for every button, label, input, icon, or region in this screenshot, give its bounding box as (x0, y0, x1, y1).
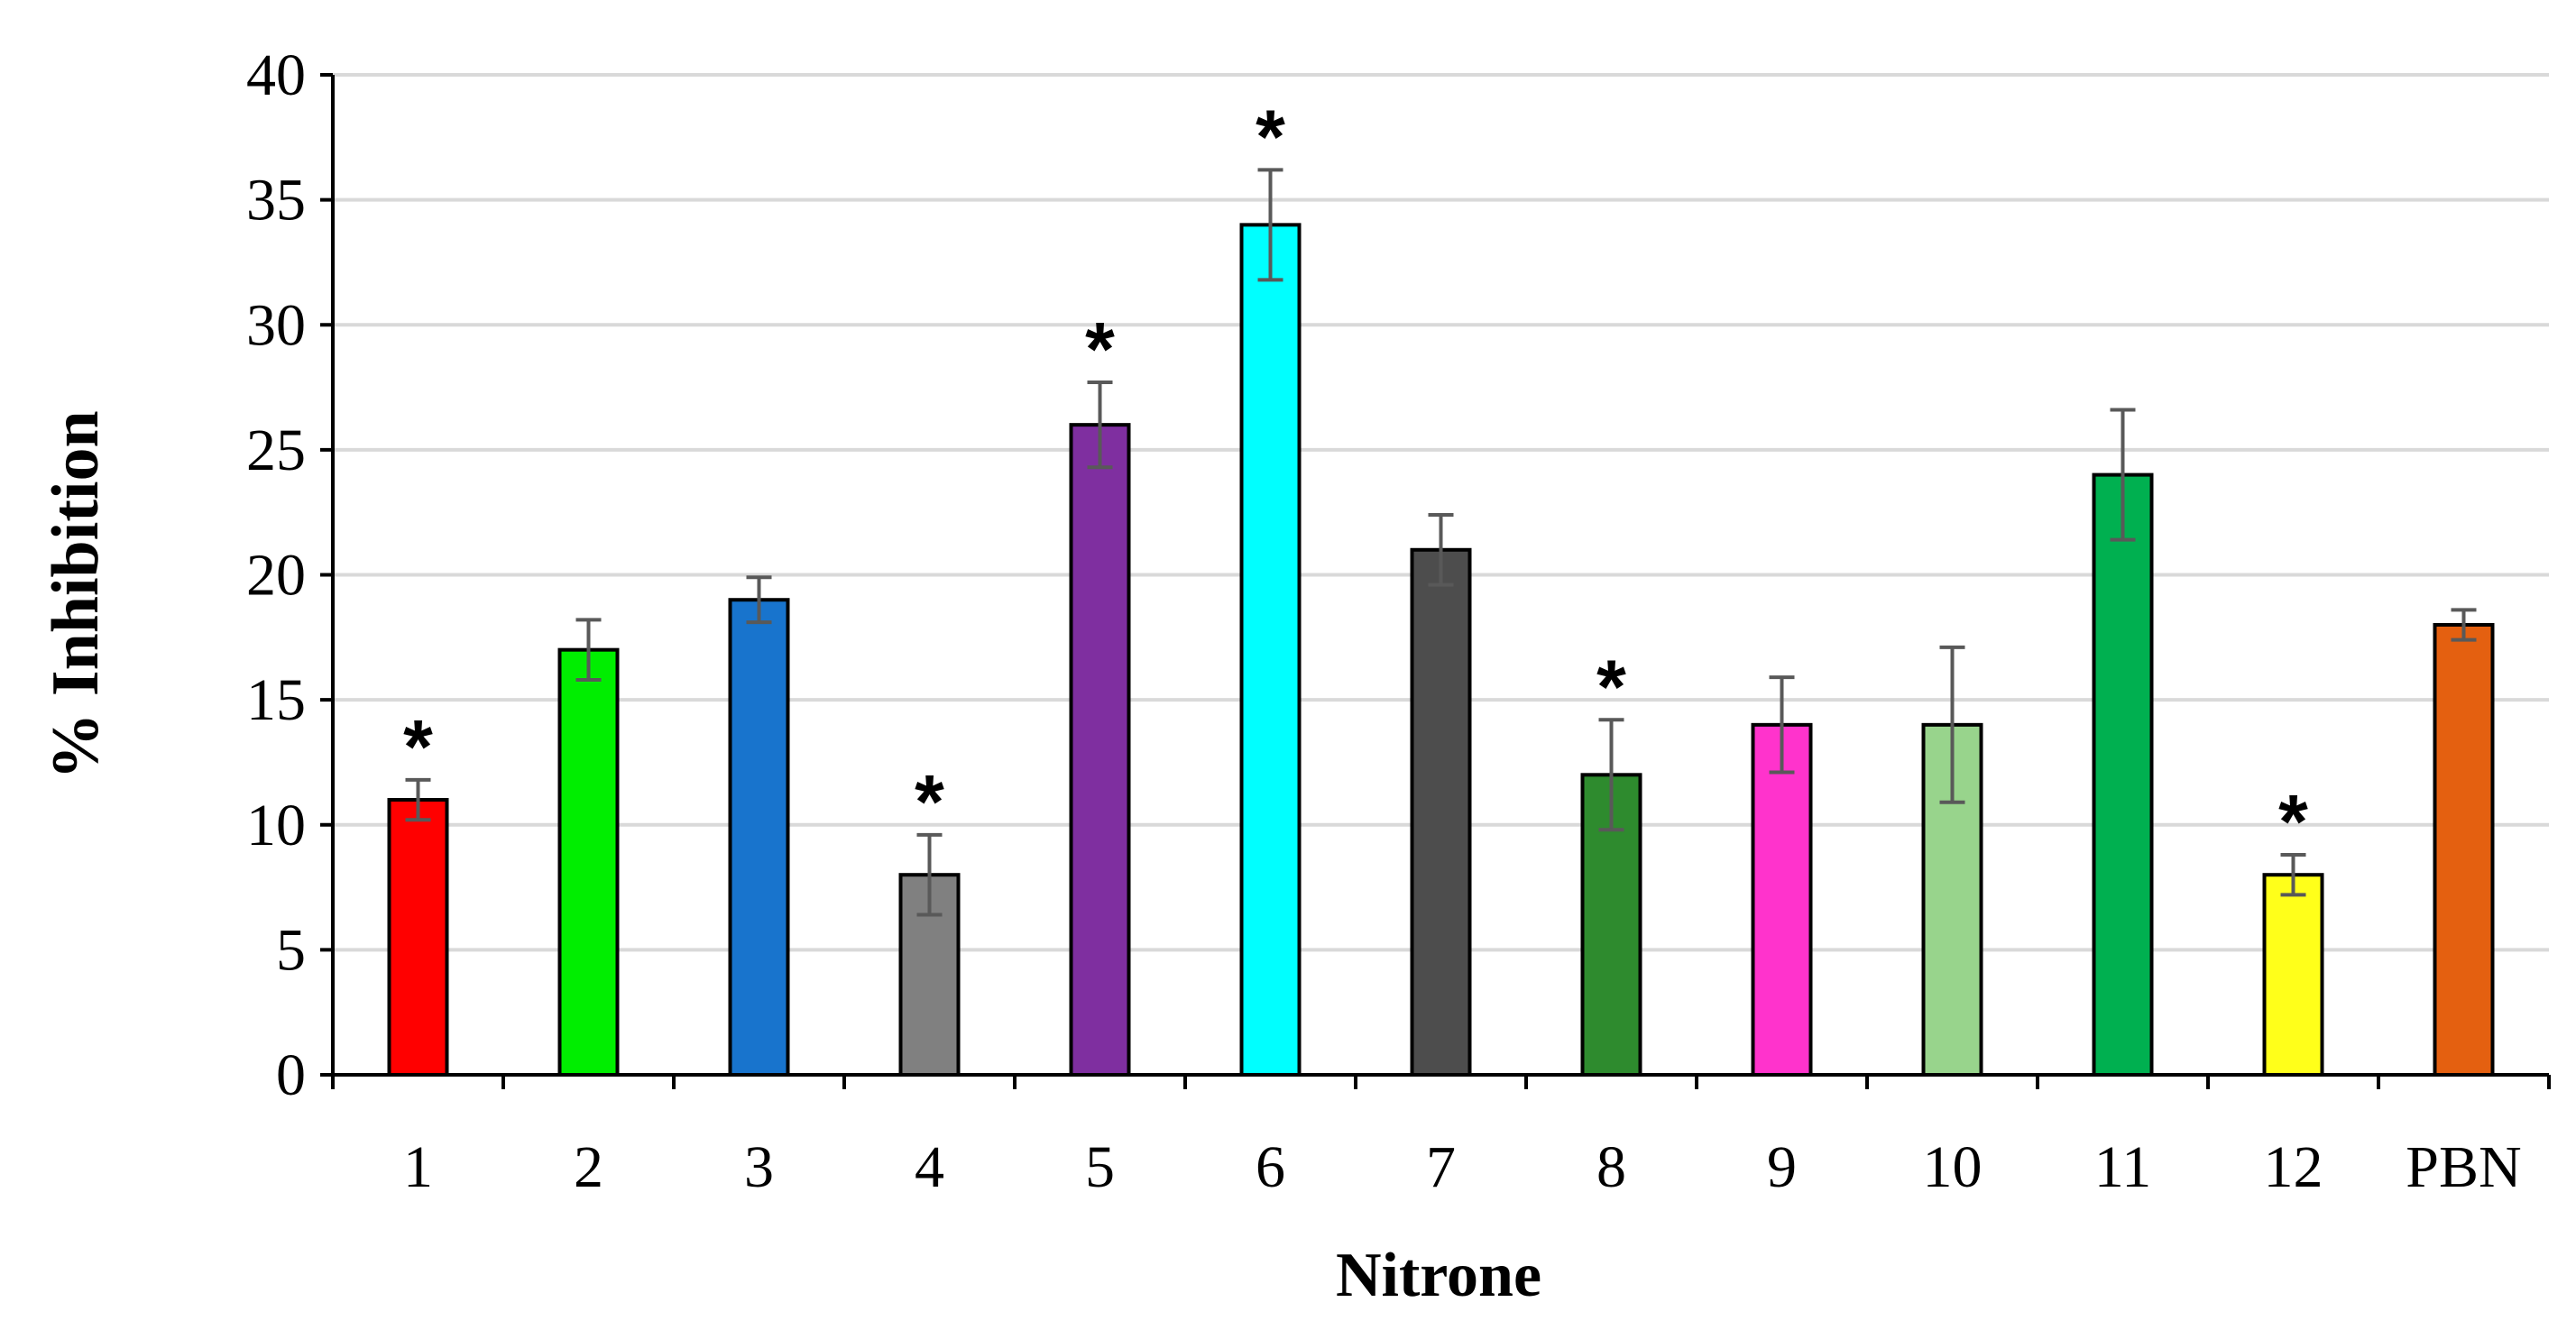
significance-marker-12: * (2278, 779, 2308, 864)
bar-1 (387, 798, 449, 1078)
y-tick-label-30: 30 (246, 292, 306, 358)
y-axis-title: % Inhibition (39, 410, 113, 779)
bar-12 (2262, 873, 2324, 1078)
bar-2 (557, 647, 620, 1077)
bar-6 (1239, 223, 1302, 1078)
y-tick-label-15: 15 (246, 667, 306, 733)
x-tick-label-PBN: PBN (2406, 1134, 2521, 1200)
significance-marker-8: * (1596, 644, 1626, 729)
axes (320, 73, 2551, 1089)
x-axis-title: Nitrone (1336, 1241, 1541, 1310)
y-tick-label-0: 0 (276, 1042, 306, 1108)
x-tick-label-8: 8 (1596, 1134, 1626, 1200)
bar-3 (728, 598, 790, 1077)
significance-marker-4: * (915, 759, 944, 844)
bar-11 (2092, 472, 2154, 1077)
x-tick-label-3: 3 (744, 1134, 774, 1200)
bar-9 (1751, 722, 1813, 1077)
x-tick-label-11: 11 (2094, 1134, 2152, 1200)
bar-PBN (2433, 622, 2495, 1077)
y-tick-label-25: 25 (246, 417, 306, 483)
y-tick-label-5: 5 (276, 917, 306, 983)
x-tick-label-4: 4 (915, 1134, 944, 1200)
significance-marker-1: * (403, 704, 433, 789)
x-tick-label-6: 6 (1256, 1134, 1285, 1200)
x-tick-label-12: 12 (2264, 1134, 2323, 1200)
x-tick-label-7: 7 (1426, 1134, 1456, 1200)
y-tick-label-10: 10 (246, 793, 306, 858)
x-tick-label-1: 1 (403, 1134, 433, 1200)
y-tick-label-35: 35 (246, 168, 306, 234)
y-tick-label-20: 20 (246, 543, 306, 609)
significance-marker-6: * (1256, 94, 1285, 179)
bars (387, 168, 2495, 1078)
significance-marker-5: * (1085, 307, 1115, 391)
y-tick-label-40: 40 (246, 42, 306, 108)
bar-5 (1069, 423, 1131, 1077)
x-tick-label-2: 2 (574, 1134, 603, 1200)
x-tick-label-10: 10 (1923, 1134, 1983, 1200)
x-tick-label-5: 5 (1085, 1134, 1115, 1200)
bar-7 (1410, 547, 1472, 1077)
x-tick-label-9: 9 (1767, 1134, 1797, 1200)
